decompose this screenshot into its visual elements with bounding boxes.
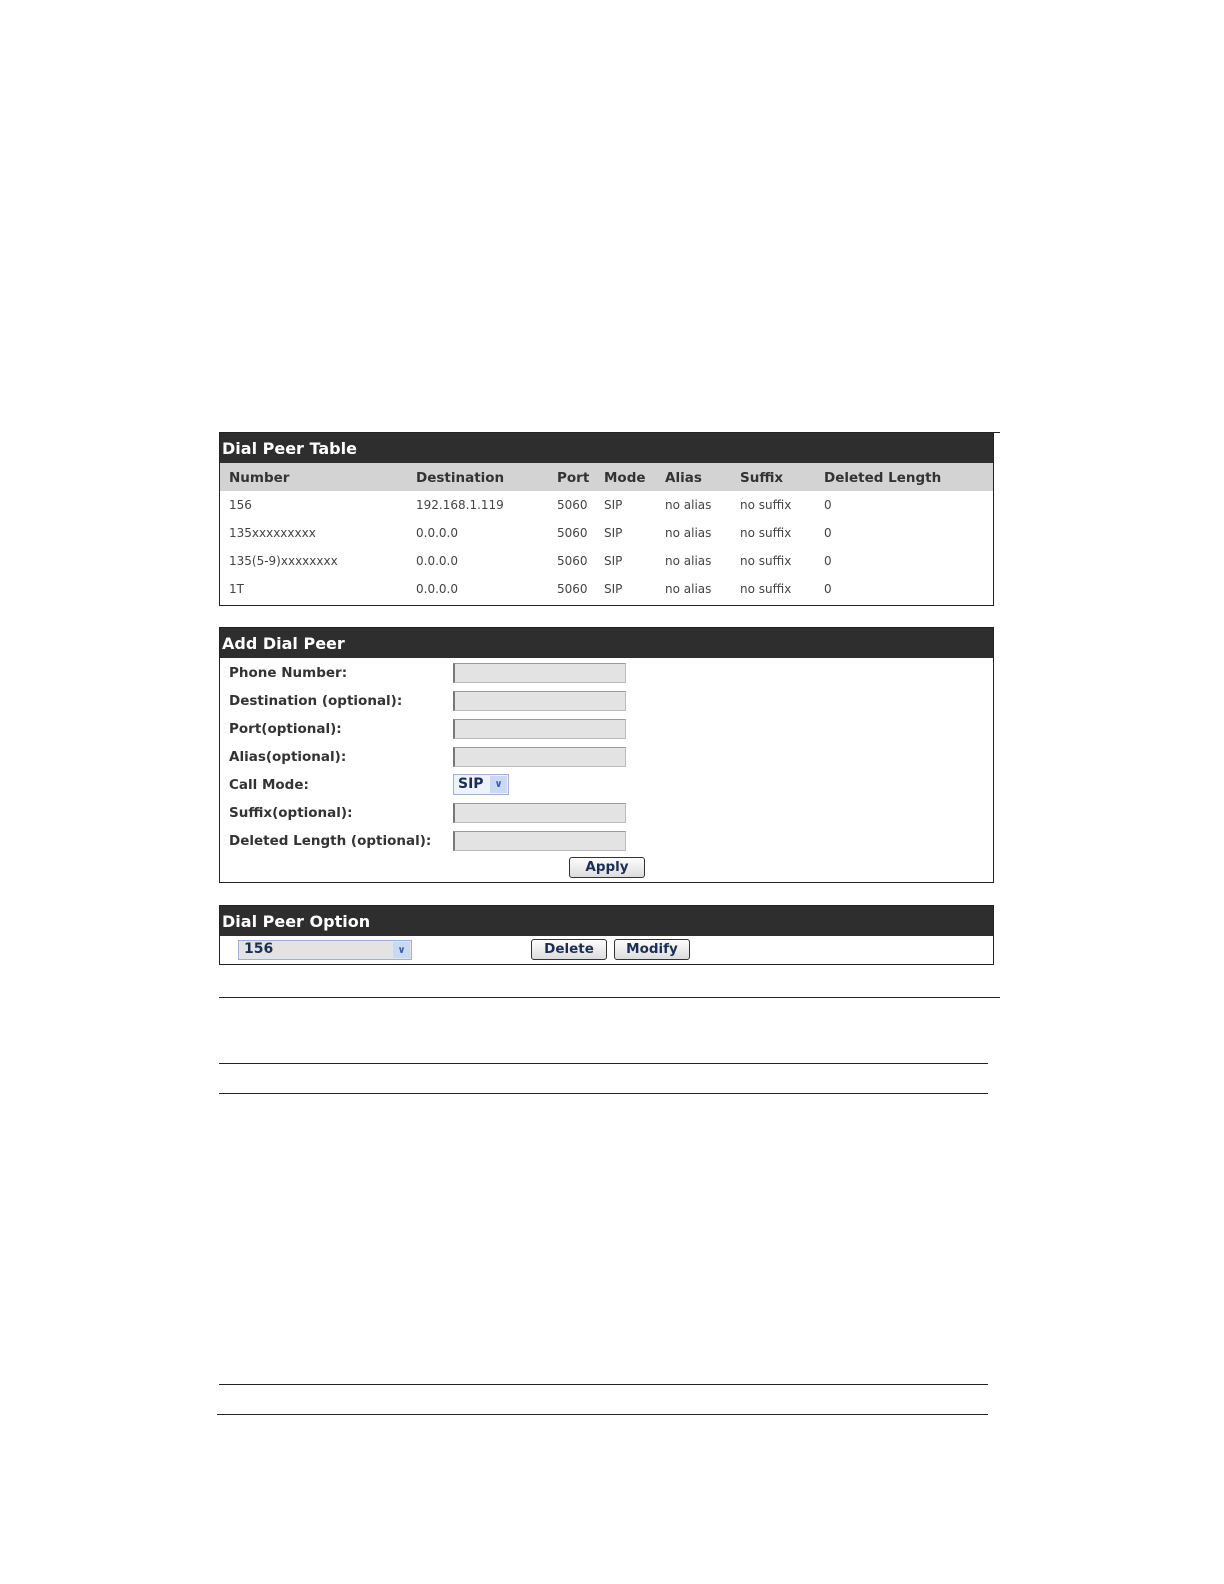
cell-destination: 0.0.0.0 [416,582,458,596]
panel-title: Dial Peer Option [220,906,993,936]
table-header: Number Destination Port Mode Alias Suffi… [220,463,993,491]
cell-suffix: no suffix [740,554,792,568]
suffix-label: Suffix(optional): [229,805,353,821]
cell-destination: 0.0.0.0 [416,554,458,568]
column-header-port: Port [557,470,590,486]
panel-title: Dial Peer Table [220,433,993,463]
table-row: 156 192.168.1.119 5060 SIP no alias no suffix… [220,491,993,519]
panel-title: Add Dial Peer [220,628,993,658]
cell-mode: SIP [604,526,623,540]
cell-deleted-length: 0 [824,498,832,512]
destination-label: Destination (optional): [229,693,403,709]
cell-port: 5060 [557,554,588,568]
cell-suffix: no suffix [740,582,792,596]
cell-deleted-length: 0 [824,582,832,596]
dial-peer-selected: 156 [244,941,274,957]
chevron-down-icon[interactable]: ∨ [393,942,410,958]
cell-suffix: no suffix [740,526,792,540]
cell-alias: no alias [665,554,712,568]
cell-mode: SIP [604,582,623,596]
cell-alias: no alias [665,498,712,512]
cell-destination: 0.0.0.0 [416,526,458,540]
alias-label: Alias(optional): [229,749,347,765]
chevron-down-icon[interactable]: ∨ [490,776,507,793]
modify-button[interactable]: Modify [614,939,690,960]
apply-button[interactable]: Apply [569,857,645,878]
destination-input[interactable] [453,691,626,711]
divider [219,1384,988,1385]
deleted-length-input[interactable] [453,831,626,851]
divider [219,1063,988,1064]
call-mode-select[interactable]: SIP ∨ [453,774,509,795]
cell-number: 156 [229,498,252,512]
column-header-alias: Alias [665,470,702,486]
deleted-length-label: Deleted Length (optional): [229,833,432,849]
cell-port: 5060 [557,582,588,596]
cell-deleted-length: 0 [824,554,832,568]
delete-button[interactable]: Delete [531,939,607,960]
cell-port: 5060 [557,498,588,512]
suffix-input[interactable] [453,803,626,823]
table-row: 135(5-9)xxxxxxxx 0.0.0.0 5060 SIP no alias no… [220,547,993,575]
cell-number: 135(5-9)xxxxxxxx [229,554,338,568]
call-mode-label: Call Mode: [229,777,309,793]
divider [219,1093,988,1094]
port-input[interactable] [453,719,626,739]
divider [219,997,1000,998]
dial-peer-select[interactable]: 156 ∨ [238,940,412,960]
phone-number-input[interactable] [453,663,626,683]
column-header-mode: Mode [604,470,646,486]
divider [217,1414,988,1415]
column-header-suffix: Suffix [740,470,784,486]
cell-destination: 192.168.1.119 [416,498,504,512]
cell-alias: no alias [665,582,712,596]
table-row: 1T 0.0.0.0 5060 SIP no alias no suffix 0 [220,575,993,603]
cell-port: 5060 [557,526,588,540]
column-header-destination: Destination [416,470,505,486]
divider [994,432,1000,433]
cell-suffix: no suffix [740,498,792,512]
cell-mode: SIP [604,498,623,512]
cell-alias: no alias [665,526,712,540]
cell-number: 1T [229,582,244,596]
column-header-deleted-length: Deleted Length [824,470,942,486]
cell-mode: SIP [604,554,623,568]
call-mode-value: SIP [458,776,484,792]
phone-number-label: Phone Number: [229,665,348,681]
add-dial-peer-panel: Add Dial Peer Phone Number: Destination … [219,627,994,883]
port-label: Port(optional): [229,721,342,737]
dial-peer-option-panel: Dial Peer Option 156 ∨ Delete Modify [219,905,994,965]
column-header-number: Number [229,470,290,486]
table-row: 135xxxxxxxxx 0.0.0.0 5060 SIP no alias no suf… [220,519,993,547]
alias-input[interactable] [453,747,626,767]
cell-deleted-length: 0 [824,526,832,540]
cell-number: 135xxxxxxxxx [229,526,316,540]
dial-peer-table-panel: Dial Peer Table Number Destination Port … [219,432,994,606]
